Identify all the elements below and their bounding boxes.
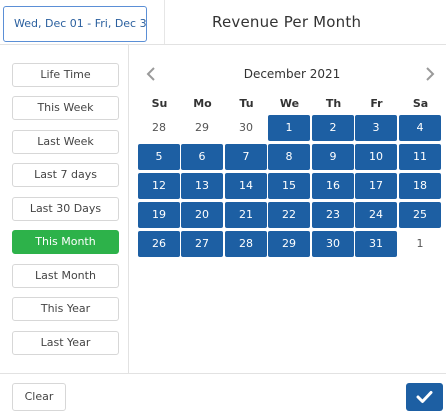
chevron-right-icon[interactable] <box>425 67 435 84</box>
calendar-day-selected[interactable]: 21 <box>225 202 267 228</box>
calendar-day-selected[interactable]: 13 <box>181 173 223 199</box>
calendar-day-selected[interactable]: 24 <box>355 202 397 228</box>
calendar-day-selected[interactable]: 11 <box>399 144 441 170</box>
calendar-day-selected[interactable]: 9 <box>312 144 354 170</box>
calendar-day-selected[interactable]: 5 <box>138 144 180 170</box>
preset-last-week[interactable]: Last Week <box>12 130 119 154</box>
preset-last-year[interactable]: Last Year <box>12 331 119 355</box>
top-bar: Wed, Dec 01 - Fri, Dec 31 Revenue Per Mo… <box>0 0 446 44</box>
preset-last-month[interactable]: Last Month <box>12 264 119 288</box>
calendar-day-selected[interactable]: 8 <box>268 144 310 170</box>
weekday-header: Mo <box>193 97 212 110</box>
date-range-input[interactable]: Wed, Dec 01 - Fri, Dec 31 <box>3 6 147 42</box>
calendar-day-selected[interactable]: 6 <box>181 144 223 170</box>
weekday-header: Su <box>151 97 168 110</box>
checkmark-icon <box>416 391 433 403</box>
clear-button[interactable]: Clear <box>12 383 66 411</box>
picker-footer: Clear <box>0 373 446 418</box>
preset-this-year[interactable]: This Year <box>12 297 119 321</box>
preset-life-time[interactable]: Life Time <box>12 63 119 87</box>
weekday-header: Th <box>325 97 342 110</box>
date-range-picker: Life Time This Week Last Week Last 7 day… <box>0 44 446 418</box>
weekday-header: We <box>279 97 300 110</box>
calendar-day-selected[interactable]: 18 <box>399 173 441 199</box>
calendar-day-selected[interactable]: 1 <box>268 115 310 141</box>
calendar-day-selected[interactable]: 17 <box>355 173 397 199</box>
calendar-day-selected[interactable]: 7 <box>225 144 267 170</box>
calendar-day[interactable]: 1 <box>416 237 424 250</box>
calendar-day[interactable]: 29 <box>195 121 209 134</box>
weekday-header: Tu <box>239 97 254 110</box>
preset-ranges-panel: Life Time This Week Last Week Last 7 day… <box>0 45 129 373</box>
page-title: Revenue Per Month <box>212 13 362 31</box>
calendar-day-selected[interactable]: 29 <box>268 231 310 257</box>
calendar: December 2021 Su Mo Tu We Th Fr Sa 28 29 30 1 2 3 4 5 6… <box>129 45 446 373</box>
apply-button[interactable] <box>406 383 443 411</box>
preset-this-month[interactable]: This Month <box>12 230 119 254</box>
calendar-day[interactable]: 30 <box>239 121 253 134</box>
calendar-day-selected[interactable]: 25 <box>399 202 441 228</box>
calendar-day-selected[interactable]: 26 <box>138 231 180 257</box>
calendar-day-selected[interactable]: 28 <box>225 231 267 257</box>
calendar-day-selected[interactable]: 3 <box>355 115 397 141</box>
calendar-day[interactable]: 28 <box>152 121 166 134</box>
weekday-header: Fr <box>370 97 383 110</box>
preset-last-30-days[interactable]: Last 30 Days <box>12 197 119 221</box>
calendar-day-selected[interactable]: 27 <box>181 231 223 257</box>
calendar-day-selected[interactable]: 10 <box>355 144 397 170</box>
preset-last-7-days[interactable]: Last 7 days <box>12 163 119 187</box>
calendar-day-selected[interactable]: 19 <box>138 202 180 228</box>
calendar-day-selected[interactable]: 20 <box>181 202 223 228</box>
calendar-day-selected[interactable]: 2 <box>312 115 354 141</box>
calendar-day-selected[interactable]: 22 <box>268 202 310 228</box>
calendar-day-selected[interactable]: 4 <box>399 115 441 141</box>
calendar-day-selected[interactable]: 31 <box>355 231 397 257</box>
preset-this-week[interactable]: This Week <box>12 96 119 120</box>
calendar-day-selected[interactable]: 30 <box>312 231 354 257</box>
calendar-day-selected[interactable]: 14 <box>225 173 267 199</box>
weekday-header: Sa <box>412 97 429 110</box>
calendar-day-selected[interactable]: 15 <box>268 173 310 199</box>
calendar-day-selected[interactable]: 12 <box>138 173 180 199</box>
calendar-day-selected[interactable]: 16 <box>312 173 354 199</box>
chevron-left-icon[interactable] <box>146 67 156 84</box>
month-title: December 2021 <box>243 67 341 81</box>
calendar-day-selected[interactable]: 23 <box>312 202 354 228</box>
divider <box>164 0 165 44</box>
